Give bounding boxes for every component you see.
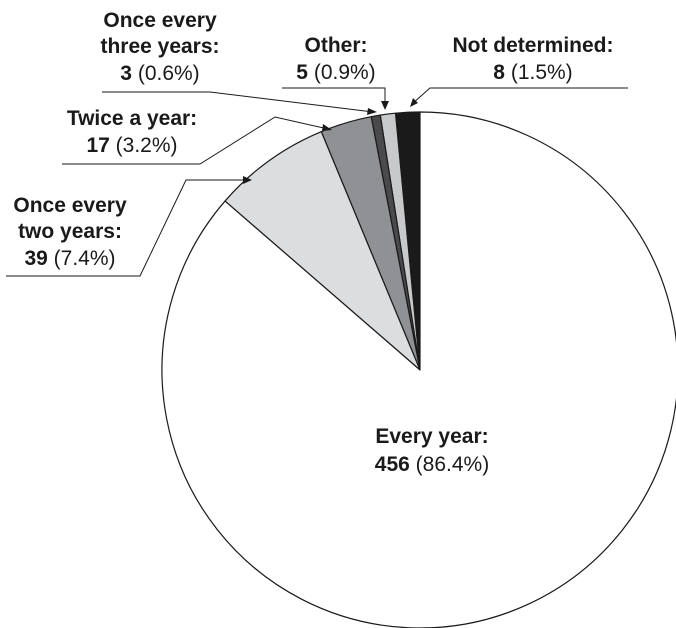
label-once-every-two-years-line2: two years: (18, 220, 122, 243)
label-once-every-two-years-value: 39 (7.4%) (24, 247, 115, 270)
percent-not-determined: (1.5%) (511, 61, 573, 84)
label-not-determined-value: 8 (1.5%) (493, 61, 572, 84)
leader-line-once-every-three-years (102, 91, 374, 113)
value-twice-a-year: 17 (86, 134, 109, 157)
label-not-determined: Not determined: (452, 34, 613, 57)
label-other-value: 5 (0.9%) (296, 61, 375, 84)
pie-slice-every-year (161, 111, 676, 628)
percent-every-year: (86.4%) (416, 453, 490, 476)
arrowhead-other (381, 101, 389, 110)
value-once-every-three-years: 3 (120, 62, 132, 85)
label-every-year-value: 456 (86.4%) (375, 453, 489, 476)
percent-once-every-three-years: (0.6%) (138, 62, 200, 85)
arrowhead-once-every-three-years (367, 108, 377, 115)
label-once-every-two-years-name-2: two years: (18, 220, 122, 243)
label-twice-a-year-name: Twice a year: (67, 107, 197, 130)
leader-line-not-determined (411, 87, 628, 105)
arrowhead-not-determined (410, 98, 418, 107)
value-other: 5 (296, 61, 308, 84)
leader-lines (6, 87, 628, 277)
label-other: Other: (305, 34, 368, 57)
label-once-every-two-years-line1: Once every (13, 194, 127, 217)
label-once-every-three-years-name-2: three years: (100, 35, 219, 58)
label-other-name: Other: (305, 34, 368, 57)
leader-line-twice-a-year (62, 116, 329, 165)
pie-slices (161, 111, 676, 628)
percent-other: (0.9%) (314, 61, 376, 84)
leader-line-other (282, 87, 386, 106)
value-every-year: 456 (375, 453, 410, 476)
label-every-year-name: Every year: (375, 425, 488, 448)
arrowhead-twice-a-year (322, 124, 332, 131)
label-not-determined-name: Not determined: (452, 34, 613, 57)
label-once-every-two-years-name-1: Once every (13, 194, 127, 217)
label-once-every-three-years-value: 3 (0.6%) (120, 62, 199, 85)
pie-slice-once-every-two-years (224, 131, 421, 371)
label-once-every-three-years-line2: three years: (100, 35, 219, 58)
percent-twice-a-year: (3.2%) (116, 134, 178, 157)
label-twice-a-year-value: 17 (3.2%) (86, 134, 177, 157)
label-once-every-three-years-line1: Once every (103, 9, 217, 32)
label-every-year: Every year: (375, 425, 488, 448)
value-once-every-two-years: 39 (24, 247, 47, 270)
value-not-determined: 8 (493, 61, 505, 84)
leader-arrowheads (243, 98, 418, 184)
arrowhead-once-every-two-years (243, 176, 252, 184)
percent-once-every-two-years: (7.4%) (54, 247, 116, 270)
label-once-every-three-years-name-1: Once every (103, 9, 217, 32)
leader-line-once-every-two-years (6, 179, 248, 277)
label-twice-a-year: Twice a year: (67, 107, 197, 130)
